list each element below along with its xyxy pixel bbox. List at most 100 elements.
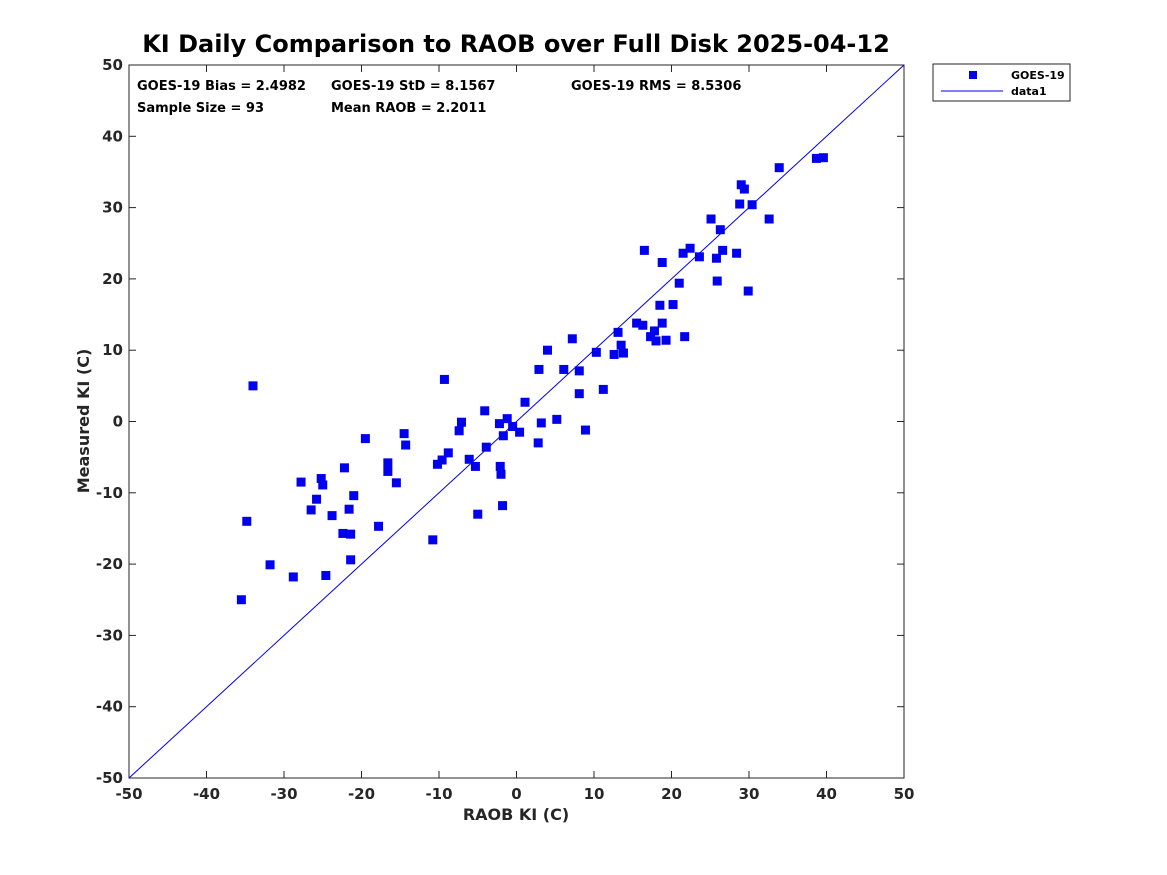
data-point: [715, 225, 725, 235]
data-point: [651, 336, 661, 346]
x-axis-ticks: -50 -40 -30 -20 -10 0 10 20 30 40 50: [115, 65, 914, 803]
x-tick-label: 30: [739, 785, 760, 803]
data-point: [685, 243, 695, 253]
data-point: [711, 253, 721, 263]
data-point: [764, 214, 774, 224]
data-point: [818, 153, 828, 163]
legend-box: [932, 63, 1071, 102]
data-point: [464, 454, 474, 464]
y-tick-label: 10: [102, 341, 123, 359]
data-point: [383, 458, 393, 468]
data-point: [536, 418, 546, 428]
data-point: [428, 535, 438, 545]
data-point: [339, 463, 349, 473]
y-tick-label: -10: [96, 484, 123, 502]
data-point: [473, 509, 483, 519]
data-point: [399, 429, 409, 439]
series-marks: [128, 64, 905, 779]
data-point: [657, 318, 667, 328]
data-point: [618, 348, 628, 358]
series-line-data1: [128, 64, 905, 779]
legend-label-goes19: GOES-19: [1011, 69, 1065, 82]
data-point: [533, 438, 543, 448]
stat-rms: GOES-19 RMS = 8.5306: [571, 79, 741, 94]
data-point: [616, 340, 626, 350]
x-tick-label: 20: [661, 785, 682, 803]
data-point: [657, 258, 667, 268]
data-point: [344, 504, 354, 514]
data-point: [454, 426, 464, 436]
data-point: [732, 248, 742, 258]
data-point: [498, 431, 508, 441]
y-axis-ticks: 50 40 30 20 10 0 -10 -20 -30 -40 -50: [96, 56, 904, 787]
stat-mean-raob: Mean RAOB = 2.2011: [331, 101, 486, 116]
data-point: [534, 364, 544, 374]
data-point: [265, 560, 275, 570]
data-point: [655, 300, 665, 310]
legend-label-data1: data1: [1011, 85, 1047, 98]
data-point: [296, 477, 306, 487]
y-tick-label: -40: [96, 698, 123, 716]
x-tick-label: -30: [270, 785, 297, 803]
data-point: [632, 318, 642, 328]
data-point: [591, 347, 601, 357]
data-point: [661, 335, 671, 345]
data-point: [508, 421, 518, 431]
data-point: [811, 153, 821, 163]
data-point: [456, 417, 466, 427]
data-point: [515, 427, 525, 437]
x-tick-label: -20: [348, 785, 375, 803]
data-point: [743, 286, 753, 296]
y-tick-label: 0: [113, 413, 123, 431]
y-tick-label: 20: [102, 270, 123, 288]
data-point: [327, 511, 337, 521]
data-point: [288, 572, 298, 582]
x-tick-label: 10: [584, 785, 605, 803]
data-point: [712, 276, 722, 286]
data-point: [349, 491, 359, 501]
data-point: [470, 461, 480, 471]
data-point: [680, 332, 690, 342]
data-point: [236, 595, 246, 605]
data-point: [613, 327, 623, 337]
data-point: [520, 397, 530, 407]
legend: GOES-19 data1: [932, 63, 1071, 102]
data-point: [567, 334, 577, 344]
data-point: [316, 474, 326, 484]
data-point: [495, 461, 505, 471]
data-point: [494, 419, 504, 429]
x-tick-label: -40: [193, 785, 220, 803]
data-point: [346, 529, 356, 539]
data-point: [646, 332, 656, 342]
data-point: [639, 245, 649, 255]
y-axis-label: Measured KI (C): [74, 349, 93, 494]
y-tick-label: 30: [102, 199, 123, 217]
data-point: [383, 466, 393, 476]
legend-marker-goes19: [969, 71, 977, 79]
data-point: [401, 440, 411, 450]
x-tick-label: 40: [816, 785, 837, 803]
data-point: [437, 455, 447, 465]
x-axis-label: RAOB KI (C): [463, 805, 569, 824]
data-point: [674, 278, 684, 288]
data-point: [694, 252, 704, 262]
data-point: [609, 349, 619, 359]
data-point: [391, 478, 401, 488]
data-point: [432, 459, 442, 469]
plot-area: -50 -40 -30 -20 -10 0 10 20 30 40 50 50 40 30 20 10 0 -1…: [96, 56, 915, 803]
data-point: [739, 184, 749, 194]
data-point: [480, 406, 490, 416]
y-tick-label: 40: [102, 127, 123, 145]
data-point: [496, 469, 506, 479]
y-tick-label: -30: [96, 626, 123, 644]
stat-sample-size: Sample Size = 93: [137, 101, 264, 116]
y-tick-label: 50: [102, 56, 123, 74]
x-tick-label: 50: [894, 785, 915, 803]
data-point: [481, 442, 491, 452]
data-point: [678, 248, 688, 258]
data-point: [306, 505, 316, 515]
data-point: [559, 364, 569, 374]
data-point: [374, 521, 384, 531]
data-point: [360, 434, 370, 444]
